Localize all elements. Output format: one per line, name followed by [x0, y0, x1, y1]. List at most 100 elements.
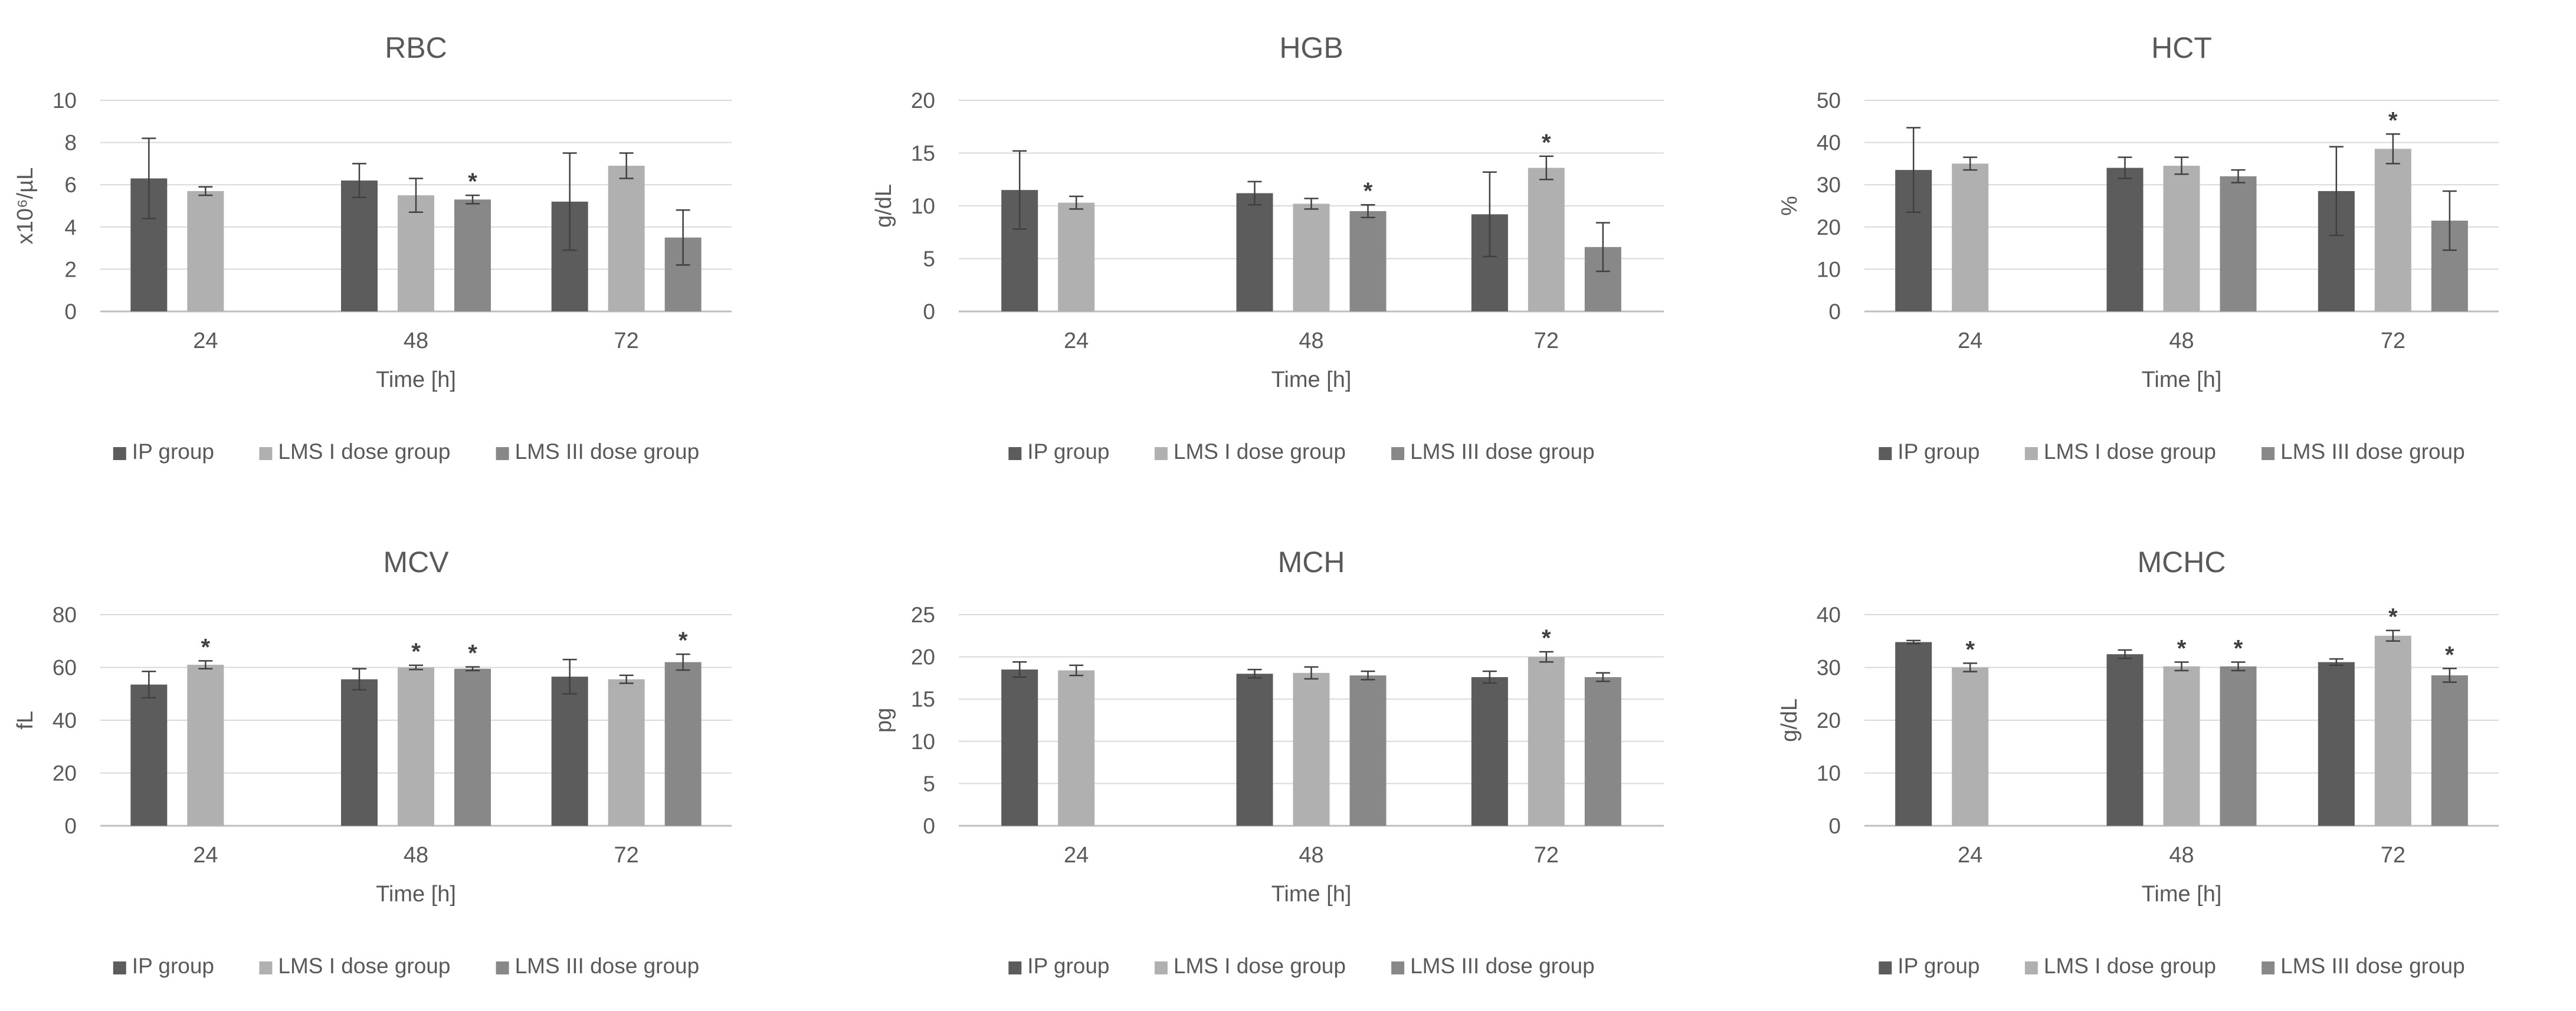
legend-label: LMS I dose group: [278, 439, 450, 464]
bar: [1952, 163, 1989, 311]
y-tick-label: 40: [53, 708, 77, 733]
legend-label: LMS III dose group: [515, 954, 700, 978]
y-tick-label: 0: [64, 814, 77, 838]
legend: IP group LMS I dose group LMS III dose gro…: [113, 439, 699, 464]
legend-swatch: [2262, 447, 2275, 460]
chart-panel-hct: HCT 0 10 20 30 40 50% 24 48 72 * Time [h] IP group LM…: [1777, 31, 2499, 464]
bar: [1952, 667, 1989, 826]
x-axis-label: Time [h]: [376, 882, 456, 907]
x-axis-label: Time [h]: [1271, 367, 1352, 392]
legend-swatch: [2024, 961, 2038, 974]
legend-label: IP group: [1897, 954, 1979, 978]
significance-marker: *: [679, 628, 688, 654]
legend-swatch: [2024, 447, 2038, 460]
y-axis-label: pg: [871, 708, 896, 733]
bar: [2106, 654, 2144, 826]
x-tick-label: 48: [2169, 329, 2194, 353]
y-tick-label: 0: [1828, 814, 1841, 838]
y-tick-label: 50: [1817, 88, 1841, 113]
bar: [1349, 675, 1387, 826]
x-axis-label: Time [h]: [376, 367, 456, 392]
x-tick-label: 48: [1299, 843, 1323, 868]
bar: [2318, 662, 2355, 826]
y-tick-label: 20: [911, 645, 935, 669]
significance-marker: *: [1542, 625, 1551, 651]
bar: [1528, 657, 1565, 826]
bar: [1058, 670, 1095, 826]
bar: [1471, 677, 1508, 826]
y-tick-label: 15: [911, 687, 935, 711]
chart-panel-mchc: MCHC 0 10 20 30 40 g/dL 24 * 48 * * 72 * * Time [h] IP g…: [1777, 546, 2499, 978]
legend-swatch: [1154, 447, 1168, 460]
legend-swatch: [1008, 961, 1022, 974]
x-tick-label: 24: [193, 843, 218, 868]
chart-title: MCHC: [2138, 546, 2226, 579]
chart-title: HCT: [2151, 31, 2212, 64]
y-tick-label: 2: [64, 257, 77, 281]
legend-swatch: [113, 447, 126, 460]
y-tick-label: 0: [923, 814, 935, 838]
y-tick-label: 40: [1817, 603, 1841, 627]
legend-swatch: [496, 447, 509, 460]
x-axis-label: Time [h]: [2142, 882, 2222, 907]
y-tick-label: 30: [1817, 173, 1841, 197]
significance-marker: *: [1965, 636, 1975, 662]
y-tick-label: 30: [1817, 656, 1841, 680]
x-tick-label: 72: [1534, 843, 1559, 868]
legend-label: IP group: [1897, 439, 1979, 464]
legend-label: LMS III dose group: [1410, 954, 1595, 978]
y-tick-label: 0: [923, 300, 935, 324]
bar: [2163, 165, 2200, 311]
legend: IP group LMS I dose group LMS III dose gro…: [113, 954, 699, 978]
y-axis-label: g/dL: [1777, 698, 1802, 742]
bar: [1236, 674, 1273, 826]
significance-marker: *: [1364, 178, 1373, 204]
significance-marker: *: [2177, 636, 2187, 662]
x-tick-label: 48: [404, 329, 428, 353]
y-axis-label: fL: [13, 711, 38, 730]
bar: [1349, 211, 1387, 311]
x-axis-label: Time [h]: [2142, 367, 2222, 392]
x-tick-label: 24: [1958, 843, 1982, 868]
legend-swatch: [1879, 961, 1892, 974]
bar: [1895, 642, 1932, 826]
significance-marker: *: [1542, 130, 1551, 156]
bar: [551, 677, 588, 826]
y-tick-label: 5: [923, 247, 935, 271]
bar: [1293, 203, 1330, 311]
x-tick-label: 24: [193, 329, 218, 353]
y-tick-label: 40: [1817, 131, 1841, 155]
legend-swatch: [1391, 961, 1405, 974]
legend: IP group LMS I dose group LMS III dose gro…: [1008, 954, 1595, 978]
significance-marker: *: [411, 639, 421, 665]
significance-marker: *: [468, 169, 477, 195]
y-tick-label: 4: [64, 215, 77, 239]
bar: [2163, 666, 2200, 826]
legend-swatch: [113, 961, 126, 974]
legend-swatch: [259, 961, 273, 974]
bar: [341, 679, 378, 826]
bar: [2374, 635, 2411, 826]
significance-marker: *: [2388, 604, 2398, 630]
legend-swatch: [1879, 447, 1892, 460]
bar: [454, 199, 491, 311]
legend: IP group LMS I dose group LMS III dose gro…: [1879, 439, 2465, 464]
significance-marker: *: [201, 634, 211, 660]
bar: [398, 667, 434, 826]
y-tick-label: 5: [923, 772, 935, 796]
bar: [1058, 202, 1095, 311]
bar: [1236, 193, 1273, 311]
bar: [187, 191, 224, 311]
bar: [2106, 168, 2144, 311]
legend-swatch: [496, 961, 509, 974]
legend-swatch: [2262, 961, 2275, 974]
chart-title: MCV: [383, 546, 449, 579]
bar: [664, 662, 702, 826]
y-tick-label: 6: [64, 173, 77, 197]
chart-title: HGB: [1279, 31, 1343, 64]
legend-swatch: [259, 447, 273, 460]
bar: [341, 180, 378, 311]
